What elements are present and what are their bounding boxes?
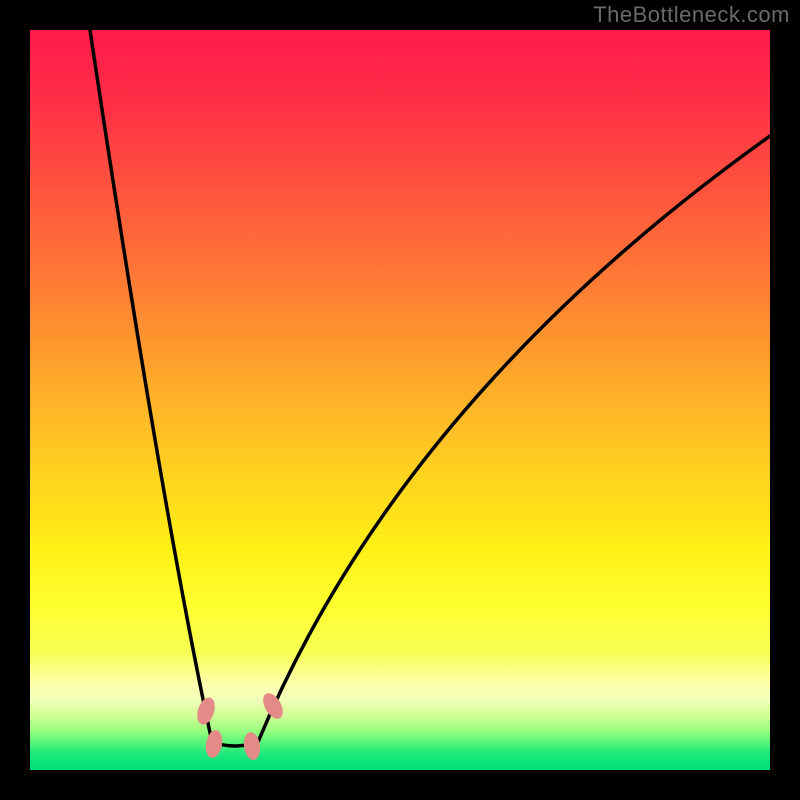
highlight-marker <box>259 690 287 722</box>
highlight-marker <box>204 729 225 759</box>
watermark-text: TheBottleneck.com <box>593 2 790 28</box>
highlight-marker <box>194 695 218 727</box>
plot-area <box>30 30 770 770</box>
bottleneck-curve <box>90 30 770 746</box>
curve-layer <box>30 30 770 770</box>
figure-root: TheBottleneck.com <box>0 0 800 800</box>
